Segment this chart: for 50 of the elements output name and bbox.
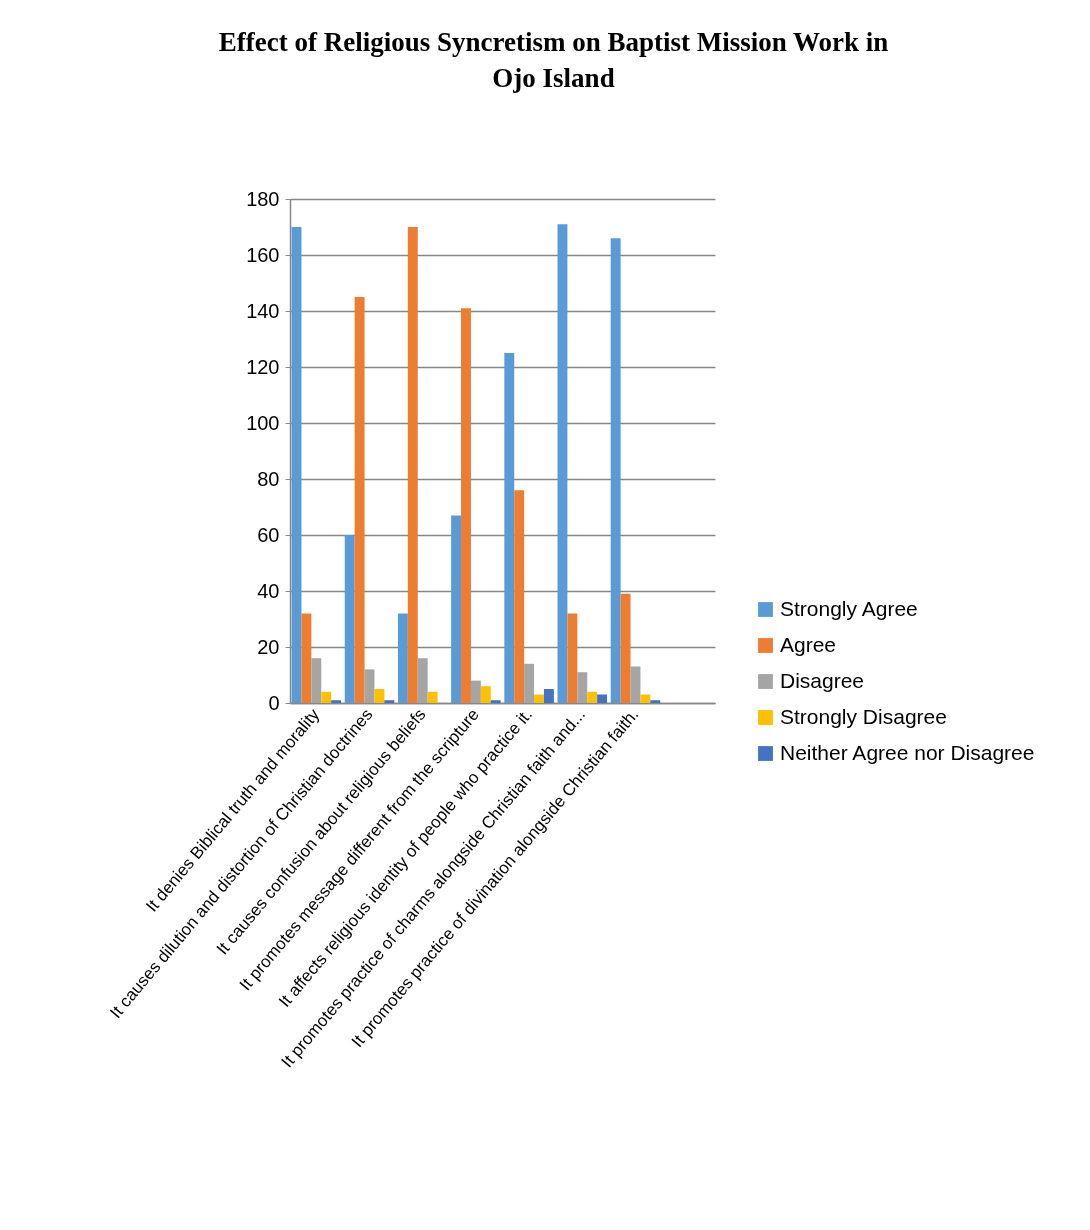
- bar: [480, 686, 491, 703]
- legend-label: Strongly Disagree: [780, 704, 947, 728]
- bar: [291, 227, 302, 703]
- bar: [321, 691, 332, 703]
- y-tick-label: 60: [257, 523, 280, 546]
- legend-label: Agree: [780, 632, 837, 656]
- y-tick-label: 120: [246, 355, 280, 378]
- bar: [610, 238, 621, 703]
- bar: [514, 490, 525, 703]
- bar: [557, 224, 568, 703]
- bar: [567, 613, 578, 703]
- bar: [543, 689, 554, 703]
- y-tick-label: 80: [257, 467, 280, 490]
- bar: [524, 663, 535, 703]
- bar: [461, 308, 471, 703]
- legend-label: Strongly Agree: [780, 596, 918, 620]
- y-tick-label: 140: [246, 299, 280, 322]
- bar: [384, 700, 395, 703]
- bar: [364, 669, 375, 703]
- y-tick-label: 160: [246, 243, 280, 266]
- bar: [640, 694, 651, 703]
- y-tick-label: 40: [257, 579, 280, 602]
- bar: [490, 700, 501, 703]
- bar: [344, 535, 355, 703]
- legend-label: Neither Agree nor Disagree: [780, 740, 1035, 764]
- bar: [311, 658, 322, 703]
- bar: [331, 700, 342, 703]
- legend-label: Disagree: [780, 668, 865, 692]
- chart-title: Effect of Religious Syncretism on Baptist Mission Work in Ojo Island: [218, 27, 889, 93]
- bar: [417, 658, 428, 703]
- y-tick-label: 20: [257, 635, 280, 658]
- bar: [407, 227, 418, 703]
- bar: [597, 694, 608, 703]
- bar: [470, 680, 481, 703]
- bar: [504, 353, 515, 703]
- bar: [427, 691, 438, 703]
- y-tick-label: 0: [268, 691, 280, 714]
- bar: [534, 694, 544, 703]
- y-tick-label: 180: [246, 187, 280, 210]
- bar: [650, 700, 661, 703]
- bar: [397, 613, 408, 703]
- bar: [620, 593, 631, 703]
- bar: [354, 297, 365, 703]
- bar: [630, 666, 641, 703]
- bar: [374, 689, 385, 703]
- bar: [577, 672, 588, 703]
- bar: [451, 515, 462, 703]
- bar: [301, 613, 312, 703]
- bar: [587, 691, 598, 703]
- y-tick-label: 100: [246, 411, 280, 434]
